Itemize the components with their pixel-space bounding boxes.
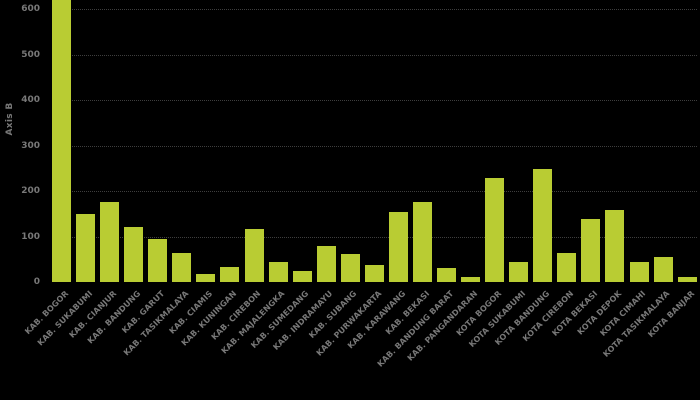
bar-kab-purwakarta[interactable] [364,265,384,282]
bar-kab-pangandaran[interactable] [461,277,481,282]
y-tick-label-0: 0 [33,277,40,287]
x-label-kab-majalengka: KAB. MAJALENGKA [219,289,287,356]
bar-kab-ciamis[interactable] [196,273,216,282]
x-label-kab-bogor: KAB. BOGOR [22,289,70,337]
bar-kab-karawang[interactable] [388,212,408,282]
gridline-200 [52,191,697,193]
x-label-kab-bandung: KAB. BANDUNG [85,289,143,346]
x-label-kab-purwakarta: KAB. PURWAKARTA [314,289,383,358]
x-label-kota-bandung: KOTA BANDUNG [493,289,552,348]
y-tick-label-500: 500 [21,49,40,60]
y-tick-label-600: 600 [21,4,40,15]
bar-kota-sukabumi[interactable] [509,261,529,282]
y-tick-label-200: 200 [21,186,40,197]
y-tick-label-400: 400 [21,95,40,106]
gridline-600 [52,9,697,11]
bar-kota-depok[interactable] [605,210,625,282]
x-label-kota-tasikmalaya: KOTA TASIKMALAYA [601,289,672,359]
bar-kab-sukabumi[interactable] [76,213,96,282]
y-tick-label-300: 300 [21,140,40,151]
bar-kab-majalengka[interactable] [268,262,288,282]
x-label-kab-sumedang: KAB. SUMEDANG [249,289,311,351]
bar-kota-bogor[interactable] [485,178,505,282]
bar-kab-sumedang[interactable] [292,271,312,282]
x-label-kota-bekasi: KOTA BEKASI [550,289,600,338]
bar-kota-tasikmalaya[interactable] [653,257,673,282]
bars-group [52,0,697,282]
bar-kab-cirebon[interactable] [244,229,264,282]
x-label-kota-sukabumi: KOTA SUKABUMI [467,289,528,350]
bar-kab-garut[interactable] [148,239,168,282]
x-label-kab-pangandaran: KAB. PANGANDARAN [405,289,480,363]
x-label-kota-banjar: KOTA BANJAR [645,289,696,340]
bar-kab-bandung-barat[interactable] [437,267,456,282]
x-label-kab-karawang: KAB. KARAWANG [345,289,407,351]
bar-kab-kuningan[interactable] [220,267,240,282]
x-label-kab-tasikmalaya: KAB. TASIKMALAYA [121,289,191,358]
bar-kab-subang[interactable] [340,254,360,282]
gridline-100 [52,236,697,238]
gridline-500 [52,54,697,56]
bar-kab-bekasi[interactable] [412,202,432,282]
bar-kota-bekasi[interactable] [581,219,601,282]
bar-kab-indramayu[interactable] [316,246,336,282]
x-label-kota-bogor: KOTA BOGOR [454,289,504,338]
plot-area [52,0,697,282]
bar-kab-cianjur[interactable] [100,202,120,282]
x-label-kota-cimahi: KOTA CIMAHI [598,289,648,338]
bar-kab-tasikmalaya[interactable] [172,252,192,282]
x-label-kota-depok: KOTA DEPOK [575,289,624,337]
x-label-kota-cirebon: KOTA CIREBON [521,289,576,344]
x-label-kab-cirebon: KAB. CIREBON [209,289,263,342]
bar-kota-banjar[interactable] [677,277,697,282]
x-label-kab-bandung-barat: KAB. BANDUNG BARAT [375,289,456,369]
bar-kota-bandung[interactable] [533,169,553,282]
y-tick-label-100: 100 [21,231,40,242]
x-label-kab-indramayu: KAB. INDRAMAYU [271,289,335,352]
gridline-300 [52,145,697,147]
gridline-400 [52,100,697,102]
x-label-kab-ciamis: KAB. CIAMIS [167,289,215,336]
x-label-kab-sukabumi: KAB. SUKABUMI [35,289,94,348]
x-label-kab-kuningan: KAB. KUNINGAN [179,289,239,348]
x-label-kab-subang: KAB. SUBANG [307,289,359,341]
bar-kab-bogor[interactable] [52,0,71,282]
bar-kota-cimahi[interactable] [629,262,649,282]
x-label-kab-garut: KAB. GARUT [120,289,167,336]
x-label-kab-cianjur: KAB. CIANJUR [67,289,119,340]
x-label-kab-bekasi: KAB. BEKASI [383,289,432,337]
bar-kota-cirebon[interactable] [557,252,577,282]
bar-kab-bandung[interactable] [124,226,144,282]
